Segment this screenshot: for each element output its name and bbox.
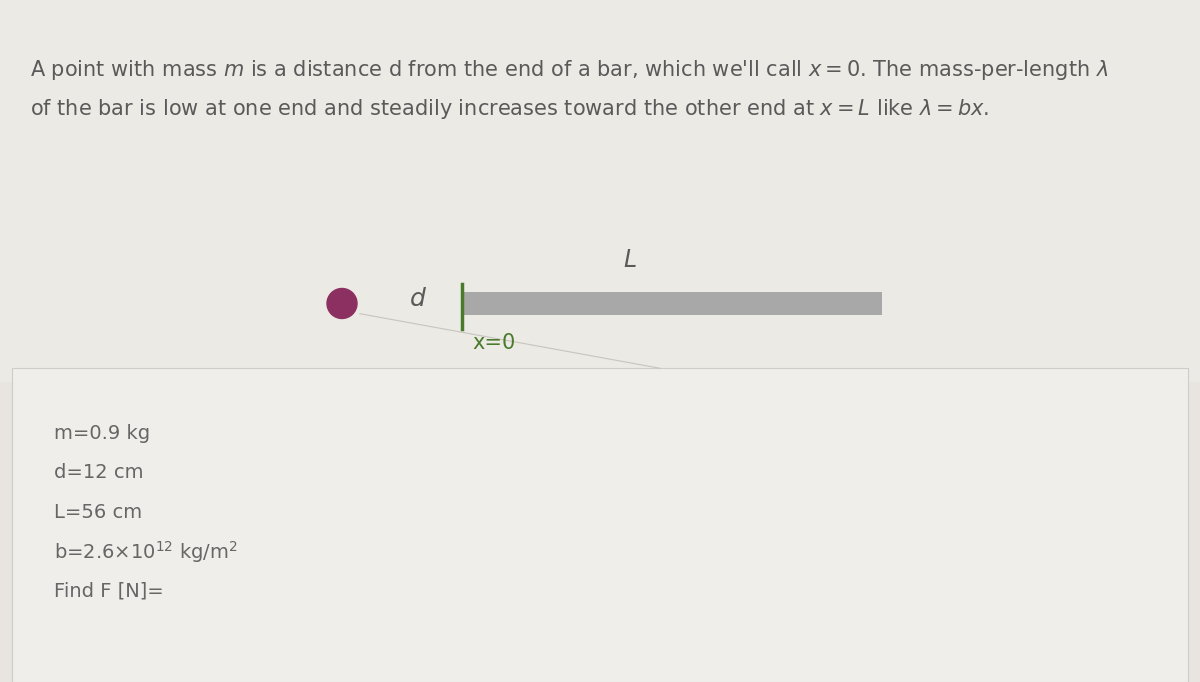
Text: m=0.9 kg: m=0.9 kg bbox=[54, 424, 150, 443]
Text: L=56 cm: L=56 cm bbox=[54, 503, 142, 522]
Text: d: d bbox=[409, 287, 426, 311]
Bar bbox=[462, 292, 882, 314]
Text: x=0: x=0 bbox=[472, 333, 515, 353]
Text: b=2.6$\times$10$^{12}$ kg/m$^2$: b=2.6$\times$10$^{12}$ kg/m$^2$ bbox=[54, 539, 238, 565]
Bar bbox=[12, 368, 1188, 682]
Circle shape bbox=[326, 288, 358, 318]
Text: d=12 cm: d=12 cm bbox=[54, 463, 144, 482]
Text: of the bar is low at one end and steadily increases toward the other end at $x =: of the bar is low at one end and steadil… bbox=[30, 97, 989, 121]
Text: A point with mass $\mathit{m}$ is a distance d from the end of a bar, which we'l: A point with mass $\mathit{m}$ is a dist… bbox=[30, 58, 1109, 82]
Text: L: L bbox=[624, 248, 636, 272]
Bar bbox=[0, 0, 1200, 382]
Text: Find F [N]=: Find F [N]= bbox=[54, 582, 163, 601]
